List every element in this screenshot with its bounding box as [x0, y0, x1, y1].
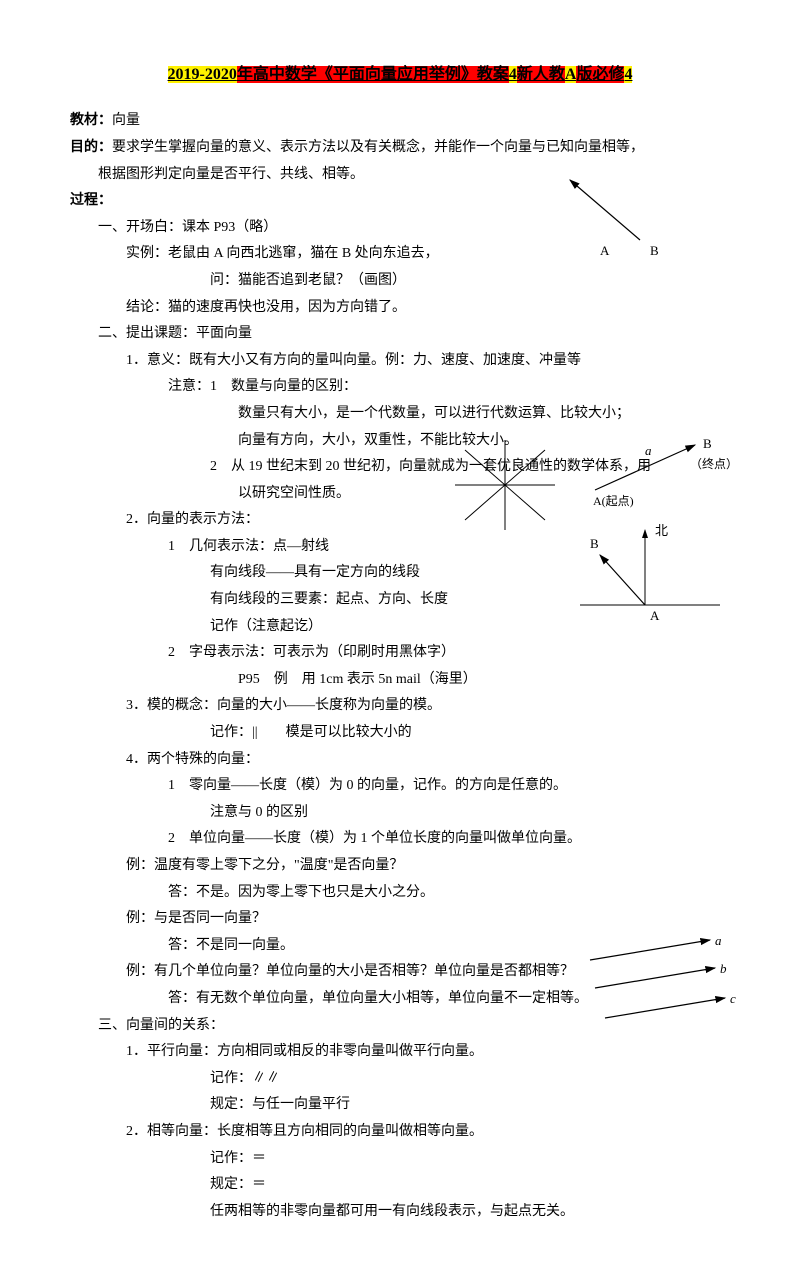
svg-text:A(起点): A(起点) [593, 494, 634, 508]
sec2-p3-l1: 记作：|| 模是可以比较大小的 [70, 720, 730, 747]
svg-text:b: b [720, 961, 727, 976]
sec3-p2-l2: 规定：＝ [70, 1172, 730, 1199]
sec2-p3-head: 3．模的概念：向量的大小——长度称为向量的模。 [70, 693, 730, 720]
svg-text:A: A [600, 243, 610, 258]
svg-text:B: B [590, 536, 599, 551]
diagram-mouse-cat: A B [510, 165, 730, 260]
sec2-p4-l2: 2 单位向量——长度（模）为 1 个单位长度的向量叫做单位向量。 [70, 826, 730, 853]
svg-text:A: A [650, 608, 660, 623]
sec3-p2-l1: 记作：＝ [70, 1146, 730, 1173]
page-title: 2019-2020年高中数学《平面向量应用举例》教案4新人教A版必修4 [70, 60, 730, 90]
sec2-p4-l1a: 注意与 0 的区别 [70, 800, 730, 827]
svg-text:B: B [703, 436, 712, 451]
sec3-p1-l2: 规定：与任一向量平行 [70, 1092, 730, 1119]
diagram-compass: B 北 A [545, 520, 735, 640]
svg-text:a: a [715, 933, 722, 948]
svg-text:B: B [650, 243, 659, 258]
sec3-p2-head: 2．相等向量：长度相等且方向相同的向量叫做相等向量。 [70, 1119, 730, 1146]
sec2-p4-l1: 1 零向量——长度（模）为 0 的向量，记作。的方向是任意的。 [70, 773, 730, 800]
sec2-p4-head: 4．两个特殊的向量： [70, 747, 730, 774]
svg-text:c: c [730, 991, 736, 1006]
sec2-ex1-a: 答：不是。因为零上零下也只是大小之分。 [70, 880, 730, 907]
sec2-p1-note1a: 数量只有大小，是一个代数量，可以进行代数运算、比较大小； [70, 401, 730, 428]
mudi-line1: 目的：要求学生掌握向量的意义、表示方法以及有关概念，并能作一个向量与已知向量相等… [70, 135, 730, 162]
sec2-head: 二、提出课题：平面向量 [70, 321, 730, 348]
sec1-l3: 结论：猫的速度再快也没用，因为方向错了。 [70, 295, 730, 322]
jiaocai-line: 教材：向量 [70, 108, 730, 135]
diagram-vector-ab: a B （终点） A(起点) [575, 430, 765, 510]
sec2-p2-l2a: P95 例 用 1cm 表示 5n mail（海里） [70, 667, 730, 694]
sec2-ex1-q: 例：温度有零上零下之分，"温度"是否向量？ [70, 853, 730, 880]
svg-text:北: 北 [655, 523, 668, 538]
sec2-p1-head: 1．意义：既有大小又有方向的量叫向量。例：力、速度、加速度、冲量等 [70, 348, 730, 375]
diagram-parallel-vectors: a b c [560, 930, 760, 1030]
sec3-p2-l3: 任两相等的非零向量都可用一有向线段表示，与起点无关。 [70, 1199, 730, 1226]
svg-text:a: a [645, 443, 652, 458]
sec2-ex2-q: 例：与是否同一向量？ [70, 906, 730, 933]
sec3-p1-l1: 记作：∥∥ [70, 1066, 730, 1093]
sec2-p2-l2: 2 字母表示法：可表示为（印刷时用黑体字） [70, 640, 730, 667]
sec3-p1-head: 1．平行向量：方向相同或相反的非零向量叫做平行向量。 [70, 1039, 730, 1066]
svg-text:（终点）: （终点） [690, 456, 738, 471]
sec2-p1-note1: 注意：1 数量与向量的区别： [70, 374, 730, 401]
sec1-l2: 问：猫能否追到老鼠？（画图） [70, 268, 730, 295]
